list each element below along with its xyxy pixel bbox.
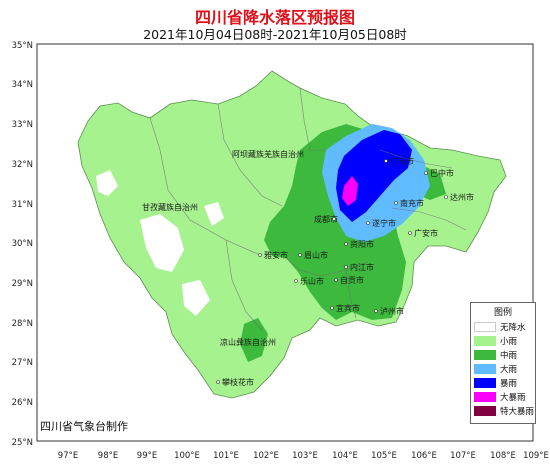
lat-label: 31°N — [12, 200, 33, 210]
city-label-ziyang: 资阳市 — [350, 239, 374, 249]
map-title: 四川省降水落区预报图 — [194, 8, 355, 27]
latitude-labels: 35°N 34°N 33°N 32°N 31°N 30°N 29°N 28°N … — [12, 41, 33, 448]
legend: 图例 无降水 小雨 中雨 大雨 暴雨 大暴雨 特大暴雨 — [470, 302, 536, 424]
prefecture-label-liangshan: 凉山彝族自治州 — [220, 337, 276, 347]
city-labels: 广元市 巴中市 达州市 南充市 遂宁市 广安市 成都市 资阳市 内江市 自贡市 … — [222, 156, 474, 387]
legend-title: 图例 — [493, 308, 512, 318]
lon-label: 109°E — [523, 451, 549, 461]
legend-item: 无降水 — [471, 320, 535, 334]
city-label-neijiang: 内江市 — [350, 262, 374, 272]
lat-label: 29°N — [12, 279, 33, 289]
city-markers — [216, 159, 448, 384]
lon-label: 103°E — [292, 451, 318, 461]
lon-label: 108°E — [490, 451, 516, 461]
lon-label: 104°E — [332, 451, 358, 461]
legend-item: 暴雨 — [471, 376, 535, 390]
city-label-panzhihua: 攀枝花市 — [222, 377, 254, 387]
city-label-luzhou: 泸州市 — [380, 306, 404, 316]
legend-swatch — [474, 406, 496, 416]
no-rain-area-2 — [96, 170, 118, 196]
city-label-dazhou: 达州市 — [450, 192, 474, 202]
city-label-bazhong: 巴中市 — [430, 168, 454, 178]
legend-swatch — [474, 322, 496, 332]
city-label-meishan: 眉山市 — [304, 250, 328, 260]
legend-swatch — [474, 336, 496, 346]
legend-swatch — [474, 392, 496, 402]
prefecture-label-aba: 阿坝藏族羌族自治州 — [232, 149, 304, 159]
legend-item: 特大暴雨 — [471, 404, 535, 418]
legend-label: 无降水 — [500, 323, 526, 333]
longitude-labels: 97°E 98°E 99°E 100°E 101°E 102°E 103°E 1… — [58, 451, 549, 461]
legend-swatch — [474, 350, 496, 360]
city-label-chengdu: 成都市 — [314, 214, 338, 224]
legend-item: 中雨 — [471, 348, 535, 362]
lon-label: 102°E — [253, 451, 279, 461]
legend-label: 大暴雨 — [500, 393, 526, 403]
lat-label: 26°N — [12, 398, 33, 408]
lat-label: 34°N — [12, 80, 33, 90]
credit-label: 四川省气象台制作 — [40, 420, 128, 433]
heavy-rainstorm-area — [342, 176, 358, 206]
city-label-guangan: 广安市 — [414, 228, 438, 238]
legend-label: 中雨 — [500, 351, 518, 361]
lat-label: 27°N — [12, 358, 33, 368]
lon-label: 101°E — [213, 451, 239, 461]
lon-label: 97°E — [58, 451, 78, 461]
admin-boundaries — [149, 87, 467, 331]
legend-label: 小雨 — [500, 337, 518, 347]
lat-label: 35°N — [12, 41, 33, 51]
city-label-yaan: 雅安市 — [264, 250, 288, 260]
legend-item: 小雨 — [471, 334, 535, 348]
no-rain-area-3 — [182, 280, 210, 316]
city-label-leshan: 乐山市 — [300, 276, 324, 286]
lon-label: 107°E — [450, 451, 476, 461]
map-subtitle: 2021年10月04日08时-2021年10月05日08时 — [143, 27, 407, 42]
legend-label: 特大暴雨 — [500, 407, 535, 417]
lon-label: 105°E — [371, 451, 397, 461]
lat-label: 30°N — [12, 239, 33, 249]
lat-label: 33°N — [12, 120, 33, 130]
no-rain-area-1 — [140, 214, 184, 272]
prefecture-label-ganzi: 甘孜藏族自治州 — [142, 202, 198, 212]
lat-label: 25°N — [12, 438, 33, 448]
city-label-zigong: 自贡市 — [340, 275, 364, 285]
lat-label: 28°N — [12, 319, 33, 329]
city-label-nanchong: 南充市 — [400, 198, 424, 208]
city-label-suining: 遂宁市 — [372, 218, 396, 228]
legend-label: 大雨 — [500, 365, 518, 375]
legend-label: 暴雨 — [500, 379, 518, 389]
lon-label: 106°E — [411, 451, 437, 461]
city-label-guangyuan: 广元市 — [390, 156, 414, 166]
lon-label: 100°E — [174, 451, 200, 461]
lat-label: 32°N — [12, 160, 33, 170]
lon-label: 98°E — [98, 451, 118, 461]
legend-swatch — [474, 364, 496, 374]
city-label-yibin: 宜宾市 — [336, 303, 360, 313]
legend-swatch — [474, 378, 496, 388]
legend-item: 大雨 — [471, 362, 535, 376]
no-rain-area-4 — [204, 202, 224, 226]
lon-label: 99°E — [137, 451, 157, 461]
legend-item: 大暴雨 — [471, 390, 535, 404]
